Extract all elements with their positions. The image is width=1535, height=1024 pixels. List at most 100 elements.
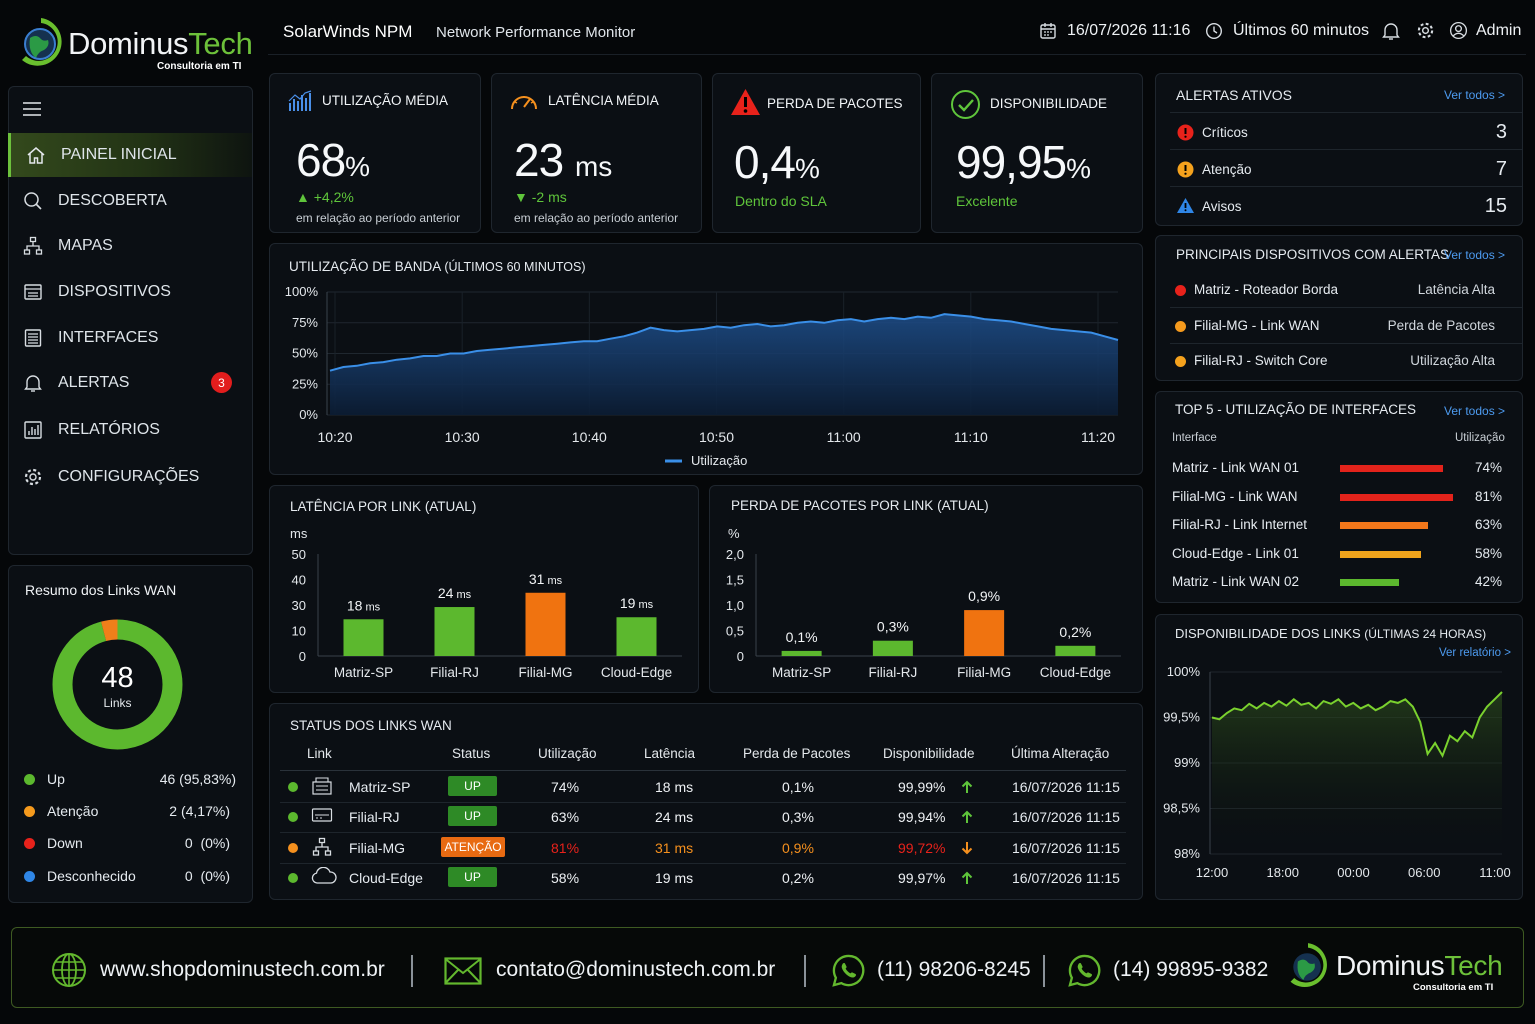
interface-row[interactable]: Matriz - Link WAN 02 42%: [1172, 574, 1512, 594]
interface-row[interactable]: Filial-MG - Link WAN 81%: [1172, 489, 1512, 509]
y-tick-label: 10: [292, 624, 306, 639]
utilization-value: 63%: [1474, 517, 1502, 532]
sidebar-item-relatorios[interactable]: RELATÓRIOS: [8, 408, 252, 452]
bell-icon[interactable]: [1382, 21, 1400, 41]
logo-globe-icon: [22, 18, 62, 66]
bar-value-label: 0,9%: [968, 588, 1000, 604]
interface-row[interactable]: Cloud-Edge - Link 01 58%: [1172, 546, 1512, 566]
time-range-select[interactable]: Últimos 60 minutos: [1233, 22, 1370, 39]
menu-icon[interactable]: [23, 101, 41, 117]
user-icon[interactable]: [1449, 21, 1468, 40]
table-row[interactable]: Cloud-Edge UP 58% 19 ms 0,2% 99,97% 16/07/2026…: [280, 863, 1126, 893]
alert-row-info[interactable]: Avisos 15: [1170, 189, 1510, 225]
alerts-view-all-link[interactable]: Ver todos >: [1444, 88, 1506, 102]
search-icon: [24, 192, 42, 210]
col-header-packet-loss[interactable]: Perda de Pacotes: [743, 746, 851, 761]
device-alert-row[interactable]: Filial-MG - Link WAN Perda de Pacotes: [1170, 315, 1510, 337]
wan-legend-up: Up 46 (95,83%): [24, 771, 236, 789]
y-tick-label: 98,5%: [1163, 801, 1200, 816]
top-devices-view-all-link[interactable]: Ver todos >: [1444, 248, 1506, 262]
chart-subtitle: (ATUAL): [424, 499, 477, 514]
col-header-status[interactable]: Status: [452, 746, 491, 761]
calendar-icon: [1040, 23, 1056, 39]
divider: [1170, 186, 1522, 187]
table-row[interactable]: Matriz-SP UP 74% 18 ms 0,1% 99,99% 16/07/2026 …: [280, 772, 1126, 802]
alert-label: Críticos: [1202, 125, 1248, 140]
packet-loss-chart-title: PERDA DE PACOTES POR LINK (ATUAL): [731, 498, 989, 513]
home-icon: [27, 147, 45, 164]
table-row[interactable]: Filial-RJ UP 63% 24 ms 0,3% 99,94% 16/07/2026 …: [280, 802, 1126, 832]
col-header-utilization[interactable]: Utilização: [538, 746, 597, 761]
utilization-value: 81%: [1474, 488, 1502, 504]
network-icon: [23, 236, 43, 255]
user-name[interactable]: Admin: [1476, 22, 1522, 39]
sidebar-item-descoberta[interactable]: DESCOBERTA: [8, 179, 252, 223]
sidebar-item-alertas[interactable]: ALERTAS 3: [8, 361, 252, 405]
y-tick-label: 100%: [1167, 664, 1201, 679]
wan-legend-warning: Atenção 2 (4,17%): [24, 803, 230, 821]
bar-value-unit: ms: [453, 589, 471, 601]
device-alert-row[interactable]: Filial-RJ - Switch Core Utilização Alta: [1170, 350, 1510, 372]
alert-row-critical[interactable]: Críticos 3: [1170, 115, 1510, 151]
col-header-last-change[interactable]: Última Alteração: [1011, 746, 1110, 761]
arrow-down-icon: ▼: [514, 189, 532, 205]
interface-row[interactable]: Matriz - Link WAN 01 74%: [1172, 460, 1512, 480]
bar-value-label: 0,1%: [786, 629, 818, 645]
availability-line-chart: 100% 99,5% 99% 98,5% 98% 12:00 18:00 00:00 06:00…: [1163, 664, 1511, 880]
wan-summary-title: Resumo dos Links WAN: [25, 582, 177, 598]
utilization-bar: [1340, 522, 1428, 529]
y-axis-unit: ms: [290, 526, 308, 541]
sidebar-item-interfaces[interactable]: INTERFACES: [8, 316, 252, 360]
device-name: Filial-MG - Link WAN: [1194, 317, 1320, 333]
x-tick-label: 10:30: [445, 429, 480, 445]
chart-title: LATÊNCIA POR LINK: [290, 499, 422, 514]
interface-row[interactable]: Filial-RJ - Link Internet 63%: [1172, 517, 1512, 537]
x-tick-label: 10:20: [317, 429, 352, 445]
y-tick-label: 50: [292, 547, 306, 562]
packet-loss-cell: 0,3%: [782, 809, 814, 826]
gear-icon[interactable]: [1416, 21, 1435, 40]
col-header-availability[interactable]: Disponibilidade: [883, 746, 975, 761]
header-datetime[interactable]: 16/07/2026 11:16: [1067, 22, 1191, 39]
sidebar-item-mapas[interactable]: MAPAS: [8, 224, 252, 268]
legend-value: 0 (0%): [184, 835, 230, 851]
device-issue: Latência Alta: [1417, 282, 1495, 297]
col-header-latency[interactable]: Latência: [644, 746, 696, 761]
link-name: Cloud-Edge: [349, 869, 423, 886]
status-dot: [24, 838, 35, 849]
footer-email[interactable]: contato@dominustech.com.br: [496, 958, 776, 981]
footer-website[interactable]: www.shopdominustech.com.br: [100, 958, 385, 981]
kpi-availability-card[interactable]: [931, 73, 1143, 233]
sidebar-item-configuracoes[interactable]: CONFIGURAÇÕES: [8, 455, 252, 499]
device-issue: Perda de Pacotes: [1387, 317, 1495, 333]
footer-phone-2[interactable]: (14) 99895-9382: [1113, 958, 1269, 981]
status-badge: UP: [448, 866, 497, 887]
footer-phone-1[interactable]: (11) 98206-8245: [877, 958, 1031, 981]
legend-label: Up: [47, 771, 65, 787]
brand-logo[interactable]: DominusTech Consultoria em TI: [16, 16, 256, 74]
trend-down-icon: [961, 841, 973, 860]
latency-cell: 18 ms: [655, 779, 694, 795]
table-row[interactable]: Filial-MG ATENÇÃO 81% 31 ms 0,9% 99,72% 16/07/…: [280, 833, 1126, 863]
device-alert-row[interactable]: Matriz - Roteador Borda Latência Alta: [1170, 279, 1510, 301]
col-header-link[interactable]: Link: [307, 746, 332, 761]
app-title: SolarWinds NPM: [283, 22, 413, 41]
sidebar-item-dispositivos[interactable]: DISPOSITIVOS: [8, 270, 252, 314]
kpi-utilization-card[interactable]: [269, 73, 481, 233]
footer-divider: [804, 955, 806, 987]
kpi-latency-card[interactable]: [491, 73, 702, 233]
wan-total-label: Links: [103, 696, 132, 710]
warning-icon: [731, 89, 760, 115]
status-badge: UP: [448, 776, 497, 796]
x-tick-label: Matriz-SP: [772, 665, 831, 680]
availability-report-link[interactable]: Ver relatório >: [1439, 647, 1511, 659]
mail-icon: [444, 957, 482, 985]
sidebar-item-painel[interactable]: PAINEL INICIAL: [8, 133, 252, 177]
interface-name: Matriz - Link WAN 02: [1172, 574, 1300, 589]
alert-row-warning[interactable]: Atenção 7: [1170, 152, 1510, 188]
sidebar-item-label: RELATÓRIOS: [58, 421, 160, 438]
kpi-unit: %: [345, 151, 371, 182]
top5-view-all-link[interactable]: Ver todos >: [1444, 404, 1506, 418]
table-header-row: Link Status Utilização Latência Perda de…: [280, 746, 1126, 770]
bar-value-unit: ms: [544, 575, 562, 587]
